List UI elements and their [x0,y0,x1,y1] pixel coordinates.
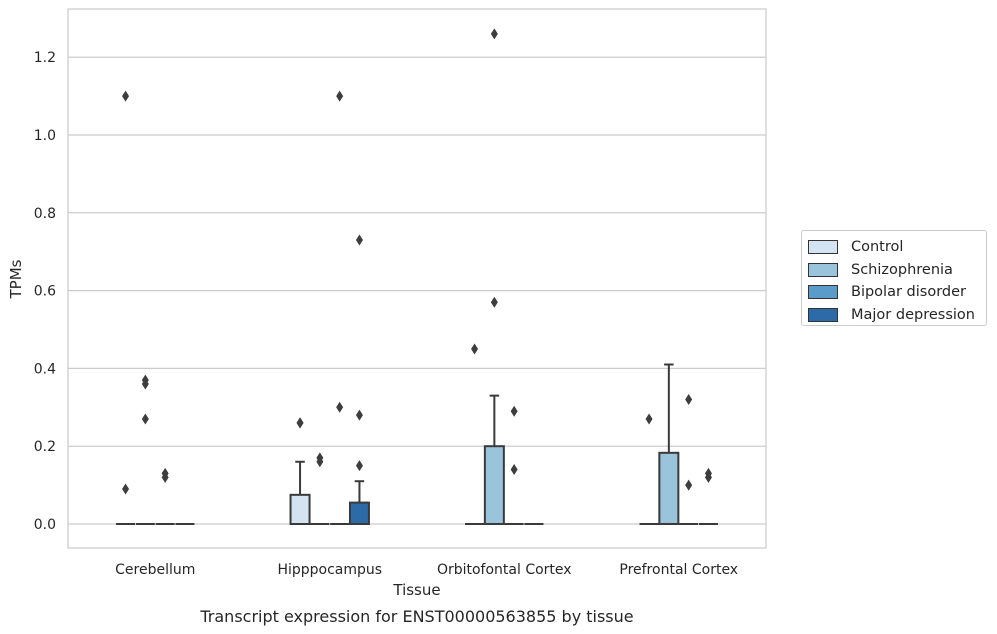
x-tick-label: Hipppocampus [277,562,382,578]
legend-label: Control [851,239,904,256]
legend: Control Schizophrenia Bipolar disorder Majo… [801,230,987,326]
box-schizophrenia [135,374,155,525]
box-schizophrenia [483,28,505,526]
plot-area-frame [67,8,767,549]
outlier-point [355,409,363,421]
y-tick-label: 0.6 [34,284,56,300]
y-tick-label: 1.0 [34,128,56,144]
y-tick-label: 1.2 [34,50,56,66]
legend-label: Bipolar disorder [851,284,966,301]
box-bipolar-disorder [330,90,350,525]
y-tick-labels: 0.0 0.2 0.4 0.6 0.8 1.0 1.2 [34,50,56,533]
outlier-point [704,471,712,483]
box-bipolar-disorder [679,394,699,525]
box-control [639,413,659,525]
legend-swatch [808,285,838,300]
legend-item: Major depression [808,304,986,327]
outlier-point [161,471,169,483]
box-schizophrenia [658,363,680,525]
x-axis-label: Tissue [392,581,440,599]
outlier-point [490,296,498,308]
outlier-point [490,28,498,40]
box-bipolar-disorder [504,405,524,525]
x-tick-labels: Cerebellum Hipppocampus Orbitofontal Corte… [115,562,738,578]
y-tick-label: 0.0 [34,517,56,533]
outlier-point [685,479,693,491]
outlier-point [336,90,344,102]
outlier-point [355,234,363,246]
x-tick-label: Cerebellum [115,562,195,578]
legend-swatch [808,307,838,322]
box-major-depression [698,467,718,525]
box-major-depression [348,234,370,526]
outlier-point [685,394,693,406]
outlier-point [122,483,130,495]
box-bipolar-disorder [155,467,175,525]
box-control [289,417,311,526]
y-tick-label: 0.8 [34,206,56,222]
box [289,493,311,526]
legend-label: Major depression [851,306,975,323]
legend-swatch [808,262,838,277]
outlier-point [122,90,130,102]
outlier-point [336,401,344,413]
legend-item: Bipolar disorder [808,281,986,304]
outlier-point [355,460,363,472]
y-axis-label: TPMs [7,259,25,299]
legend-label: Schizophrenia [851,261,953,278]
box-control [116,90,136,525]
outlier-point [141,413,149,425]
outlier-point [510,464,518,476]
box-control [465,343,485,525]
chart-caption: Transcript expression for ENST0000056385… [199,607,633,626]
box [483,445,505,526]
outlier-point [316,456,324,468]
outlier-point [296,417,304,429]
outlier-point [471,343,479,355]
box [348,501,370,526]
grid-lines [68,56,766,525]
x-tick-label: Orbitofontal Cortex [437,562,572,578]
y-tick-label: 0.2 [34,439,56,455]
chart-marks [116,28,718,526]
outlier-point [510,405,518,417]
outlier-point [645,413,653,425]
y-tick-label: 0.4 [34,361,56,377]
legend-item: Schizophrenia [808,259,986,282]
box [658,451,680,525]
x-tick-label: Prefrontal Cortex [619,562,738,578]
legend-swatch [808,240,838,255]
box-schizophrenia [310,452,330,525]
legend-item: Control [808,236,986,259]
outlier-point [141,378,149,390]
